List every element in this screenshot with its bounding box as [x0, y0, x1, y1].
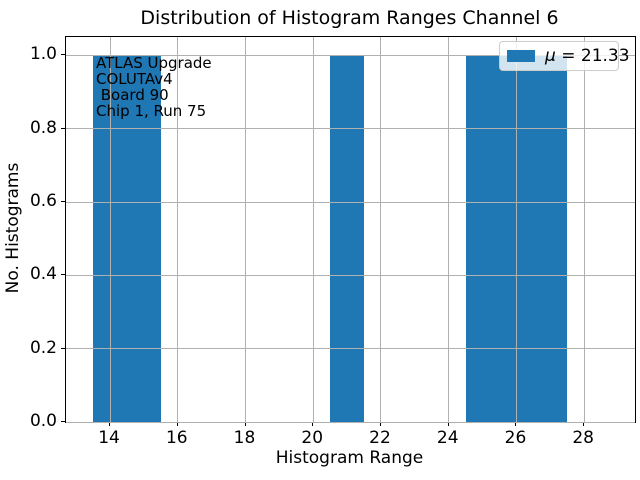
gridline-vertical	[515, 37, 517, 422]
x-tick-label: 20	[301, 428, 324, 448]
gridline-horizontal	[66, 201, 635, 203]
x-tick-label: 16	[165, 428, 188, 448]
histogram-bar	[330, 55, 365, 422]
gridline-vertical	[245, 37, 246, 422]
y-tick-mark	[61, 201, 65, 202]
legend-swatch	[507, 50, 535, 62]
gridline-horizontal	[66, 348, 635, 350]
legend: μ = 21.33	[499, 41, 630, 71]
y-tick-label: 1.0	[29, 44, 57, 65]
x-tick-mark	[244, 422, 246, 426]
grid-layer	[66, 37, 635, 423]
gridline-vertical	[312, 37, 314, 422]
gridline-vertical	[448, 37, 450, 422]
histogram-bar	[126, 55, 161, 422]
y-axis-label: No. Histograms	[3, 162, 23, 294]
x-tick-mark	[379, 422, 381, 426]
y-tick-label: 0.2	[29, 337, 57, 358]
gridline-horizontal	[66, 421, 635, 423]
plot-area: ATLAS Upgrade COLUTAv4 Board 90 Chip 1, …	[65, 36, 636, 423]
gridline-horizontal	[66, 54, 635, 56]
gridline-vertical	[380, 37, 382, 422]
gridline-horizontal	[66, 128, 635, 130]
x-tick-label: 14	[98, 428, 120, 448]
histogram-bar	[533, 55, 568, 422]
y-tick-label: 0.6	[29, 191, 57, 211]
x-tick-label: 28	[572, 428, 594, 448]
annotation-text: ATLAS Upgrade COLUTAv4 Board 90 Chip 1, …	[96, 54, 212, 120]
x-tick-mark	[176, 422, 178, 426]
x-tick-label: 26	[504, 428, 527, 448]
y-tick-mark	[61, 54, 65, 56]
gridline-vertical	[177, 37, 179, 422]
gridline-vertical	[583, 37, 585, 422]
x-tick-label: 22	[369, 428, 391, 448]
x-tick-mark	[109, 422, 111, 426]
x-tick-mark	[515, 422, 517, 426]
gridline-vertical	[109, 37, 111, 422]
x-tick-label: 24	[436, 428, 459, 448]
mu-symbol: μ	[545, 46, 556, 66]
x-axis-label: Histogram Range	[275, 448, 424, 468]
histogram-bar	[465, 55, 500, 422]
x-tick-mark	[312, 422, 314, 426]
chart-title: Distribution of Histogram Ranges Channel…	[140, 7, 559, 29]
x-tick-mark	[447, 422, 449, 426]
gridline-horizontal	[66, 274, 635, 276]
y-tick-label: 0.4	[29, 264, 57, 285]
y-tick-label: 0.8	[29, 117, 57, 138]
legend-value: = 21.33	[555, 46, 630, 66]
y-tick-label: 0.0	[29, 411, 57, 431]
legend-label: μ = 21.33	[545, 46, 630, 66]
x-tick-mark	[583, 422, 585, 426]
y-tick-mark	[61, 347, 65, 349]
y-tick-mark	[61, 127, 65, 129]
y-tick-mark	[61, 274, 65, 276]
x-tick-label: 18	[233, 428, 256, 448]
y-tick-mark	[61, 421, 65, 422]
